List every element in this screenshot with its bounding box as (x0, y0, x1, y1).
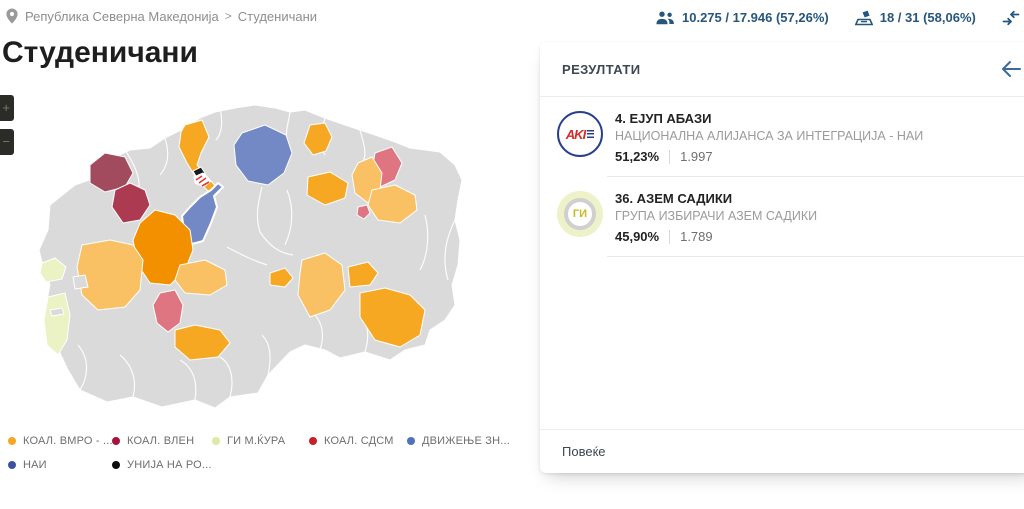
candidate-percent: 45,90% (615, 229, 660, 244)
map-region[interactable] (152, 289, 184, 333)
legend-label: ДВИЖЕЊЕ ЗН... (422, 435, 511, 447)
map-region[interactable] (49, 307, 65, 317)
map-region[interactable] (72, 274, 89, 290)
map-region[interactable] (39, 257, 67, 283)
map-zoom-out-button[interactable]: − (0, 129, 14, 155)
candidate-row[interactable]: AKI 4. ЕЈУП АБАЗИ НАЦИОНАЛНА АЛИЈАНСА ЗА… (540, 97, 1024, 177)
candidate-list: AKI 4. ЕЈУП АБАЗИ НАЦИОНАЛНА АЛИЈАНСА ЗА… (540, 97, 1024, 257)
map-region[interactable] (89, 152, 134, 193)
candidate-votes: 1.789 (680, 229, 713, 244)
map-region[interactable] (174, 324, 231, 361)
legend-item: НАИ (8, 459, 112, 471)
map-region[interactable] (233, 124, 293, 186)
stat-date: 02.11.2 (1002, 10, 1024, 26)
map-region[interactable] (367, 184, 418, 224)
results-title: РЕЗУЛТАТИ (562, 61, 641, 77)
page-title: Студеничани (2, 36, 198, 69)
party-logo-gi: ГИ (557, 191, 603, 237)
more-link[interactable]: Повеќе (562, 444, 606, 459)
candidate-name: 36. АЗЕМ САДИКИ (615, 191, 733, 206)
legend-item: КОАЛ. СДСМ (309, 435, 407, 447)
breadcrumb-separator: > (224, 9, 232, 23)
candidate-row[interactable]: ГИ 36. АЗЕМ САДИКИ ГРУПА ИЗБИРАЧИ АЗЕМ С… (540, 177, 1024, 257)
candidate-percent: 51,23% (615, 149, 660, 164)
party-logo-decoration (587, 129, 595, 139)
map-region[interactable] (356, 204, 371, 220)
map-region[interactable] (192, 166, 206, 179)
map-region[interactable] (269, 267, 294, 288)
legend-dot (8, 461, 16, 469)
legend-dot (407, 437, 415, 445)
legend-item: КОАЛ. ВЛЕН (112, 435, 212, 447)
header-stats: 10.275 / 17.946 (57,26%) 18 / 31 (58,06%… (656, 9, 1024, 26)
legend-label: УНИЈА НА РО... (127, 459, 212, 471)
score-divider (669, 149, 671, 164)
breadcrumb-current: Студеничани (237, 8, 318, 24)
candidate-votes: 1.997 (680, 149, 713, 164)
map-region[interactable] (132, 209, 194, 286)
results-panel-footer: Повеќе (540, 429, 1024, 473)
transfer-arrows-icon (1002, 10, 1020, 25)
map-region[interactable] (43, 292, 71, 356)
legend-dot (112, 461, 120, 469)
map-region[interactable] (303, 122, 333, 156)
row-divider (607, 176, 1024, 177)
legend-dot (212, 437, 220, 445)
stat-turnout-value: 10.275 / 17.946 (57,26%) (682, 10, 829, 25)
people-icon (656, 11, 674, 25)
ballot-box-icon (854, 10, 873, 26)
map-region[interactable] (359, 287, 426, 348)
map-zoom-in-button[interactable]: + (0, 95, 14, 121)
party-logo-text: AKI (565, 126, 586, 142)
legend-dot (112, 437, 120, 445)
map-region[interactable] (297, 252, 346, 318)
legend-item: КОАЛ. ВМРО - ... (8, 435, 113, 447)
legend-label: НАИ (23, 459, 47, 471)
breadcrumb: Република Северна Македонија > Студенича… (5, 8, 317, 24)
map-region[interactable] (306, 171, 349, 206)
candidate-score: 51,23% 1.997 (615, 149, 923, 164)
legend-dot (8, 437, 16, 445)
candidate-party: НАЦИОНАЛНА АЛИЈАНСА ЗА ИНТЕГРАЦИЈА - НАИ (615, 129, 924, 143)
candidate-party: ГРУПА ИЗБИРАЧИ АЗЕМ САДИКИ (615, 209, 818, 223)
candidate-name: 4. ЕЈУП АБАЗИ (615, 111, 712, 126)
macedonia-municipalities-map (30, 95, 510, 425)
map-region[interactable] (111, 182, 151, 224)
party-logo-nai: AKI (557, 111, 603, 157)
stat-polling-stations: 18 / 31 (58,06%) (854, 9, 976, 26)
legend-item: ДВИЖЕЊЕ ЗН... (407, 435, 557, 447)
stat-stations-value: 18 / 31 (58,06%) (879, 10, 976, 25)
party-logo-text: ГИ (564, 198, 596, 230)
legend-dot (309, 437, 317, 445)
legend-item: УНИЈА НА РО... (112, 459, 212, 471)
legend-label: КОАЛ. ВМРО - ... (23, 435, 113, 447)
row-divider (607, 256, 1024, 257)
back-arrow-icon[interactable] (1000, 60, 1022, 78)
results-panel-header: РЕЗУЛТАТИ (540, 42, 1024, 97)
map-zoom-controls: + − (0, 95, 14, 163)
breadcrumb-root[interactable]: Република Северна Македонија (25, 8, 219, 24)
score-divider (669, 229, 671, 244)
map-region[interactable] (174, 259, 228, 296)
legend-label: КОАЛ. СДСМ (324, 435, 394, 447)
legend-label: ГИ М.ЌУРА (227, 435, 286, 447)
stat-turnout: 10.275 / 17.946 (57,26%) (656, 10, 829, 25)
map-legend: КОАЛ. ВМРО - ... КОАЛ. ВЛЕН ГИ М.ЌУРА КО… (8, 429, 557, 477)
location-pin-icon (6, 8, 18, 24)
municipality-borders (77, 107, 456, 401)
results-panel: РЕЗУЛТАТИ AKI 4. ЕЈУП АБАЗИ НАЦИОНАЛНА А… (540, 42, 1024, 473)
map-region[interactable] (347, 261, 379, 288)
legend-label: КОАЛ. ВЛЕН (127, 435, 195, 447)
map-region-striped[interactable] (193, 172, 212, 188)
candidate-score: 45,90% 1.789 (615, 229, 817, 244)
legend-item: ГИ М.ЌУРА (212, 435, 309, 447)
